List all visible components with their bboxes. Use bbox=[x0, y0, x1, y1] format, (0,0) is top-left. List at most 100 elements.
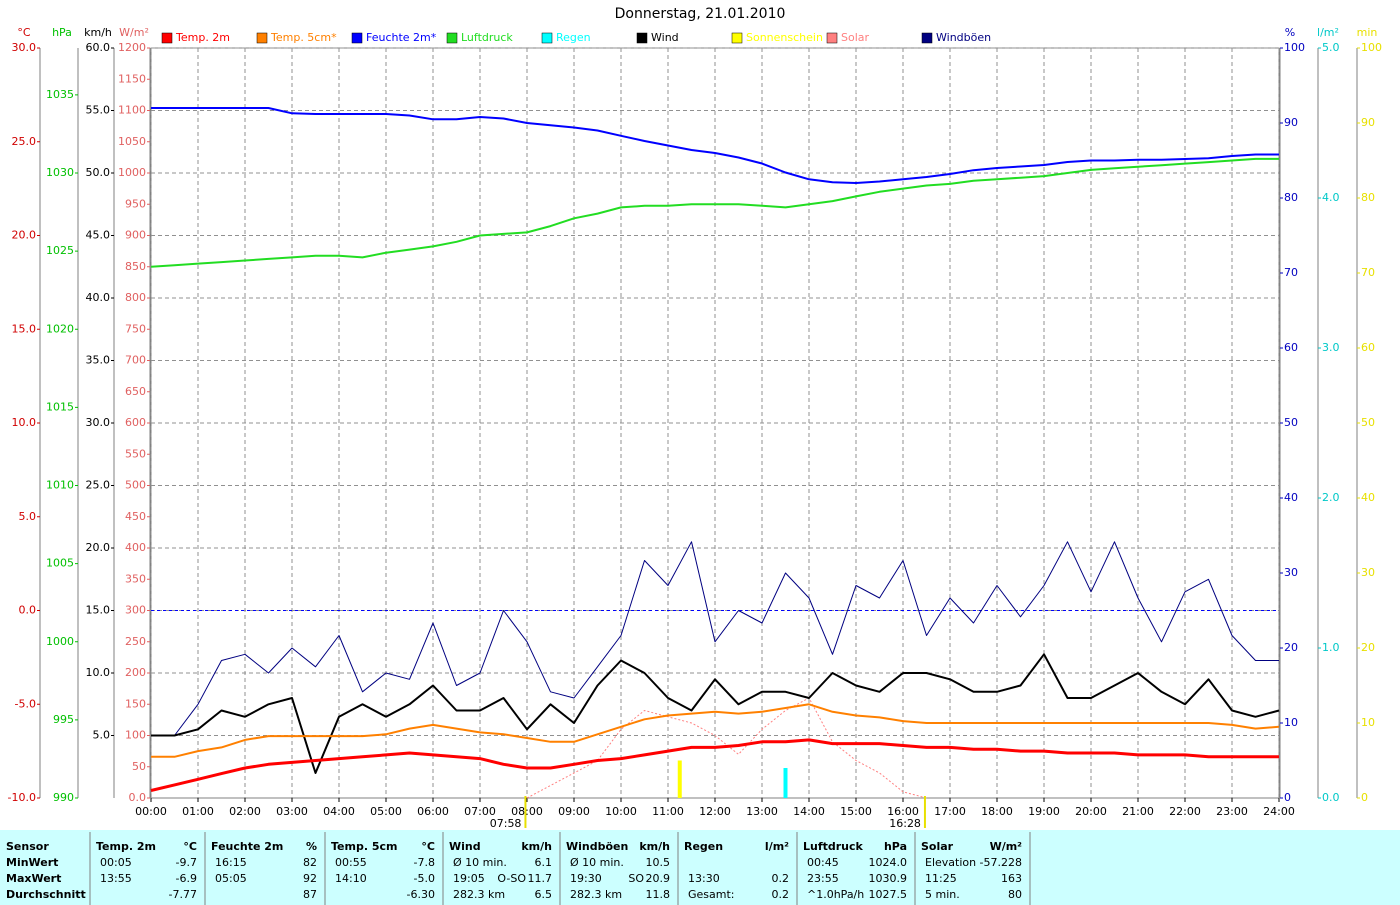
legend-label: Windböen bbox=[936, 31, 991, 44]
y-tick-label: 1015 bbox=[46, 400, 74, 413]
y-axis-unit: km/h bbox=[84, 26, 112, 39]
y-tick-label: 800 bbox=[125, 291, 146, 304]
y-tick-label: 60 bbox=[1361, 341, 1375, 354]
y-tick-label: 250 bbox=[125, 635, 146, 648]
y-tick-label: 70 bbox=[1284, 266, 1298, 279]
y-tick-label: 15.0 bbox=[86, 604, 111, 617]
y-tick-label: 20.0 bbox=[12, 229, 37, 242]
x-tick-label: 03:00 bbox=[276, 805, 308, 818]
summary-cell: 14:10 bbox=[335, 872, 367, 885]
summary-cell: -6.9 bbox=[176, 872, 197, 885]
summary-cell: -5.0 bbox=[414, 872, 435, 885]
legend-label: Wind bbox=[651, 31, 679, 44]
summary-cell: 19:05 bbox=[453, 872, 485, 885]
summary-cell: 282.3 km bbox=[453, 888, 505, 901]
summary-cell: 16:15 bbox=[215, 856, 247, 869]
x-tick-label: 07:00 bbox=[464, 805, 496, 818]
x-tick-label: 23:00 bbox=[1216, 805, 1248, 818]
summary-cell: -7.8 bbox=[414, 856, 435, 869]
y-tick-label: 50 bbox=[132, 760, 146, 773]
y-tick-label: 3.0 bbox=[1322, 341, 1340, 354]
x-tick-label: 02:00 bbox=[229, 805, 261, 818]
y-tick-label: 60.0 bbox=[86, 41, 111, 54]
y-tick-label: 0 bbox=[1361, 791, 1368, 804]
y-tick-label: 20 bbox=[1284, 641, 1298, 654]
summary-cell: 19:30 bbox=[570, 872, 602, 885]
summary-unit: hPa bbox=[884, 840, 907, 853]
summary-cell: 13:55 bbox=[100, 872, 132, 885]
y-tick-label: 30.0 bbox=[12, 41, 37, 54]
x-tick-label: 18:00 bbox=[981, 805, 1013, 818]
summary-row-label: MaxWert bbox=[6, 872, 61, 885]
y-tick-label: 70 bbox=[1361, 266, 1375, 279]
legend-label: Feuchte 2m* bbox=[366, 31, 437, 44]
legend-swatch bbox=[921, 32, 933, 44]
y-tick-label: 1010 bbox=[46, 479, 74, 492]
summary-cell: 00:05 bbox=[100, 856, 132, 869]
legend-label: Temp. 2m bbox=[175, 31, 230, 44]
y-tick-label: 1030 bbox=[46, 166, 74, 179]
y-axis-unit: min bbox=[1357, 26, 1378, 39]
summary-header: Regen bbox=[684, 840, 723, 853]
summary-header: Feuchte 2m bbox=[211, 840, 283, 853]
summary-cell: O-SO bbox=[497, 872, 526, 885]
summary-cell: 0.2 bbox=[772, 872, 790, 885]
y-tick-label: 1000 bbox=[46, 635, 74, 648]
y-tick-label: 90 bbox=[1284, 116, 1298, 129]
y-tick-label: 25.0 bbox=[12, 135, 37, 148]
y-tick-label: 10.0 bbox=[12, 416, 37, 429]
summary-cell: -9.7 bbox=[176, 856, 197, 869]
summary-cell: ^1.0hPa/h bbox=[807, 888, 864, 901]
y-tick-label: 80 bbox=[1361, 191, 1375, 204]
bar bbox=[783, 768, 788, 798]
y-tick-label: 50.0 bbox=[86, 166, 111, 179]
summary-unit: km/h bbox=[639, 840, 670, 853]
summary-header: Windböen bbox=[566, 840, 628, 853]
x-tick-label: 20:00 bbox=[1075, 805, 1107, 818]
summary-cell: 20.9 bbox=[646, 872, 671, 885]
y-tick-label: 400 bbox=[125, 541, 146, 554]
summary-header: Solar bbox=[921, 840, 954, 853]
y-tick-label: 5.0 bbox=[93, 729, 111, 742]
summary-row-label: MinWert bbox=[6, 856, 58, 869]
x-tick-label: 14:00 bbox=[793, 805, 825, 818]
summary-cell: -57.228 bbox=[980, 856, 1022, 869]
summary-cell: 0.2 bbox=[772, 888, 790, 901]
x-tick-label: 04:00 bbox=[323, 805, 355, 818]
y-tick-label: 900 bbox=[125, 229, 146, 242]
y-tick-label: 950 bbox=[125, 197, 146, 210]
y-tick-label: 40 bbox=[1361, 491, 1375, 504]
x-tick-label: 11:00 bbox=[652, 805, 684, 818]
series-line bbox=[151, 703, 1280, 758]
summary-cell: 00:45 bbox=[807, 856, 839, 869]
series-line bbox=[151, 541, 1279, 736]
y-tick-label: 55.0 bbox=[86, 104, 111, 117]
summary-cell: 00:55 bbox=[335, 856, 367, 869]
summary-cell: Ø 10 min. bbox=[453, 856, 507, 869]
y-tick-label: 850 bbox=[125, 260, 146, 273]
summary-cell: 282.3 km bbox=[570, 888, 622, 901]
y-tick-label: 100 bbox=[1361, 41, 1382, 54]
y-tick-label: 450 bbox=[125, 510, 146, 523]
legend-swatch bbox=[446, 32, 458, 44]
summary-unit: °C bbox=[183, 840, 197, 853]
y-tick-label: 1000 bbox=[118, 166, 146, 179]
y-axis-unit: % bbox=[1285, 26, 1295, 39]
summary-cell: 05:05 bbox=[215, 872, 247, 885]
y-tick-label: 0 bbox=[1284, 791, 1291, 804]
y-tick-label: 990 bbox=[53, 791, 74, 804]
summary-cell: Ø 10 min. bbox=[570, 856, 624, 869]
x-tick-label: 21:00 bbox=[1122, 805, 1154, 818]
y-tick-label: 25.0 bbox=[86, 479, 111, 492]
x-tick-label: 10:00 bbox=[605, 805, 637, 818]
x-tick-label: 13:00 bbox=[746, 805, 778, 818]
series-line bbox=[526, 697, 927, 799]
summary-unit: km/h bbox=[521, 840, 552, 853]
y-tick-label: 15.0 bbox=[12, 322, 37, 335]
x-tick-label: 22:00 bbox=[1169, 805, 1201, 818]
summary-cell: 13:30 bbox=[688, 872, 720, 885]
summary-header: Temp. 2m bbox=[96, 840, 156, 853]
y-tick-label: 50 bbox=[1361, 416, 1375, 429]
bar bbox=[677, 760, 682, 798]
